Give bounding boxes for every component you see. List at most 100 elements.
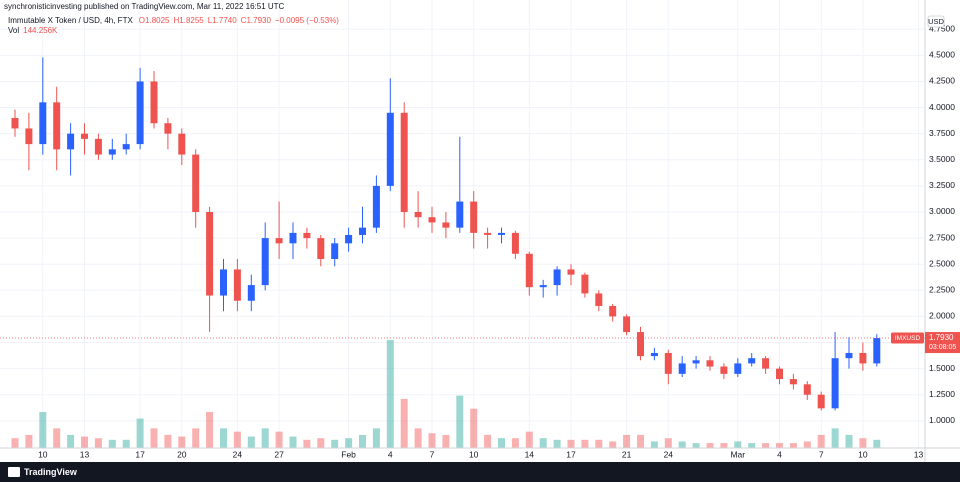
candle-body: [678, 363, 686, 374]
axes: 1.00001.25001.50001.75002.00002.25002.50…: [38, 23, 955, 459]
candle-body: [748, 358, 756, 364]
volume-pane: [11, 340, 881, 448]
volume-bar: [206, 412, 214, 448]
candle-body: [233, 269, 241, 301]
volume-bar: [748, 443, 756, 448]
volume-bar: [664, 438, 672, 448]
y-tick-label: 1.5000: [929, 363, 955, 373]
volume-bar: [122, 439, 130, 448]
volume-bar: [108, 439, 116, 448]
candle-body: [664, 352, 672, 374]
x-tick-label: 17: [566, 449, 576, 459]
volume-bar: [400, 398, 408, 448]
candle-body: [178, 133, 186, 155]
volume-bar: [484, 434, 492, 448]
volume-bar: [442, 434, 450, 448]
candle-body: [400, 112, 408, 212]
candle-body: [456, 201, 464, 228]
x-tick-label: 17: [135, 449, 145, 459]
legend-ohlc: O1.8025: [139, 16, 170, 25]
candle-body: [637, 332, 644, 357]
y-tick-label: 4.7500: [929, 23, 955, 33]
volume-bar: [81, 436, 88, 448]
candle-body: [81, 133, 88, 139]
x-tick-label: 13: [80, 449, 90, 459]
volume-bar: [525, 431, 533, 448]
y-tick-label: 3.2500: [929, 180, 955, 190]
candle-body: [150, 81, 158, 124]
candle-body: [247, 285, 255, 301]
x-tick-label: 10: [469, 449, 479, 459]
legend-ohlc: H1.8255: [174, 16, 205, 25]
x-tick-label: 21: [622, 449, 632, 459]
candle-body: [53, 102, 61, 150]
footer-bar: [0, 462, 960, 482]
volume-bar: [25, 434, 33, 448]
x-tick-label: 4: [777, 449, 782, 459]
candle-body: [428, 217, 436, 223]
candle-body: [650, 352, 658, 357]
candle-body: [275, 238, 283, 244]
volume-bar: [803, 441, 811, 448]
volume-bar: [303, 439, 311, 448]
volume-bar: [414, 428, 422, 448]
volume-bar: [11, 438, 19, 448]
candle-body: [776, 368, 783, 380]
y-tick-label: 1.0000: [929, 415, 955, 425]
volume-bar: [372, 428, 380, 448]
price-tag: [925, 332, 960, 354]
volume-bar: [511, 438, 519, 448]
candle-body: [220, 269, 227, 296]
volume-bar: [539, 438, 547, 448]
symbol-tag-text: IMXUSD: [895, 335, 921, 342]
volume-bar: [94, 438, 102, 448]
candle-body: [817, 394, 825, 409]
volume-bar: [637, 434, 644, 448]
volume-bar: [567, 439, 575, 448]
volume-bar: [845, 434, 853, 448]
x-tick-label: Mar: [730, 449, 745, 459]
volume-bar: [178, 436, 186, 448]
volume-bar: [776, 443, 783, 448]
y-tick-label: 1.2500: [929, 389, 955, 399]
candle-body: [261, 238, 269, 286]
volume-bar: [428, 433, 436, 448]
legend: Immutable X Token / USD, 4h, FTX O1.8025 H…: [8, 16, 339, 35]
candle-body: [553, 269, 561, 286]
candle-body: [67, 133, 75, 150]
x-tick-label: 24: [233, 449, 243, 459]
y-tick-label: 3.7500: [929, 128, 955, 138]
x-tick-label: 7: [819, 449, 824, 459]
brand-logo: [8, 467, 20, 477]
legend-ohlc: −0.0095 (−0.53%): [275, 16, 339, 25]
volume-bar: [233, 431, 241, 448]
y-tick-label: 3.0000: [929, 206, 955, 216]
candle-body: [386, 112, 394, 186]
x-tick-label: 14: [525, 449, 535, 459]
volume-bar: [150, 428, 158, 448]
y-tick-label: 2.7500: [929, 232, 955, 242]
candle-body: [11, 118, 19, 129]
price-axis: [925, 0, 960, 462]
candle-body: [525, 253, 533, 288]
candle-body: [511, 232, 519, 254]
price-tag-text: 1.7930: [929, 333, 954, 342]
volume-bar: [53, 428, 61, 448]
volume-bar: [136, 418, 144, 448]
volume-bar: [470, 408, 478, 448]
volume-bar: [261, 428, 269, 448]
candle-body: [108, 149, 116, 155]
volume-bar: [831, 428, 839, 448]
publisher: synchronisticinvesting published on Trad…: [4, 2, 285, 11]
volume-bar: [456, 395, 464, 448]
candle-body: [567, 269, 575, 275]
volume-bar: [498, 438, 505, 448]
legend-volume-label: Vol: [8, 26, 19, 35]
y-tick-label: 2.5000: [929, 258, 955, 268]
candle-body: [192, 154, 200, 212]
x-tick-label: Feb: [341, 449, 356, 459]
symbol-tag: [891, 332, 924, 344]
candle-body: [331, 243, 339, 259]
